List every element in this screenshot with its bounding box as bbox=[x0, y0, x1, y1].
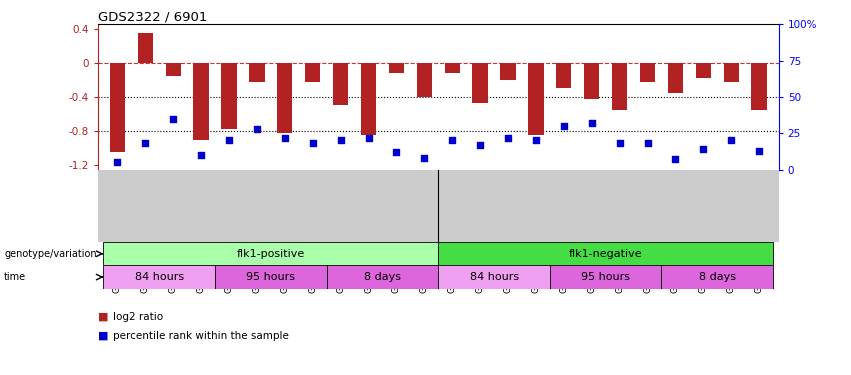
Point bbox=[362, 135, 375, 141]
Bar bbox=[249, 63, 265, 82]
Bar bbox=[110, 63, 125, 153]
Bar bbox=[438, 266, 550, 289]
Point bbox=[613, 140, 626, 146]
Point bbox=[111, 159, 124, 165]
Bar bbox=[333, 63, 348, 105]
Point bbox=[167, 116, 180, 122]
Text: ■: ■ bbox=[98, 331, 108, 340]
Bar bbox=[417, 63, 432, 97]
Text: log2 ratio: log2 ratio bbox=[113, 312, 163, 322]
Point bbox=[641, 140, 654, 146]
Point bbox=[250, 126, 264, 132]
Text: GDS2322 / 6901: GDS2322 / 6901 bbox=[98, 10, 208, 23]
Text: 84 hours: 84 hours bbox=[470, 272, 518, 282]
Point bbox=[501, 135, 515, 141]
Bar bbox=[361, 63, 376, 135]
Point bbox=[669, 156, 683, 162]
Text: ■: ■ bbox=[98, 312, 108, 322]
Bar bbox=[193, 63, 208, 140]
Bar bbox=[661, 266, 773, 289]
Bar bbox=[277, 63, 293, 133]
Point bbox=[222, 138, 236, 144]
Bar bbox=[695, 63, 711, 78]
Point bbox=[139, 140, 152, 146]
Point bbox=[278, 135, 292, 141]
Bar bbox=[472, 63, 488, 103]
Point bbox=[529, 138, 543, 144]
Text: 95 hours: 95 hours bbox=[581, 272, 631, 282]
Text: 95 hours: 95 hours bbox=[246, 272, 295, 282]
Bar bbox=[438, 242, 773, 266]
Bar bbox=[640, 63, 655, 82]
Text: percentile rank within the sample: percentile rank within the sample bbox=[113, 331, 289, 340]
Text: genotype/variation: genotype/variation bbox=[4, 249, 97, 259]
Bar bbox=[166, 63, 181, 76]
Text: 8 days: 8 days bbox=[699, 272, 736, 282]
Bar bbox=[500, 63, 516, 80]
Bar bbox=[550, 266, 661, 289]
Text: 84 hours: 84 hours bbox=[134, 272, 184, 282]
Point bbox=[306, 140, 319, 146]
Bar bbox=[389, 63, 404, 73]
Text: flk1-positive: flk1-positive bbox=[237, 249, 305, 259]
Text: flk1-negative: flk1-negative bbox=[568, 249, 643, 259]
Bar bbox=[668, 63, 683, 93]
Point bbox=[390, 149, 403, 155]
Point bbox=[445, 138, 459, 144]
Bar bbox=[327, 266, 438, 289]
Bar bbox=[557, 63, 572, 88]
Bar bbox=[612, 63, 627, 110]
Bar bbox=[528, 63, 544, 135]
Bar bbox=[104, 266, 215, 289]
Bar bbox=[138, 33, 153, 63]
Bar bbox=[104, 242, 438, 266]
Bar bbox=[305, 63, 320, 82]
Text: 8 days: 8 days bbox=[364, 272, 401, 282]
Text: time: time bbox=[4, 272, 26, 282]
Point bbox=[752, 148, 766, 154]
Bar bbox=[751, 63, 767, 110]
Point bbox=[724, 138, 738, 144]
Point bbox=[334, 138, 347, 144]
Bar bbox=[584, 63, 599, 99]
Bar bbox=[723, 63, 739, 82]
Point bbox=[585, 120, 598, 126]
Bar bbox=[215, 266, 327, 289]
Point bbox=[473, 142, 487, 148]
Point bbox=[696, 146, 710, 152]
Point bbox=[418, 155, 431, 161]
Point bbox=[557, 123, 571, 129]
Bar bbox=[221, 63, 237, 129]
Point bbox=[194, 152, 208, 158]
Bar bbox=[444, 63, 460, 73]
